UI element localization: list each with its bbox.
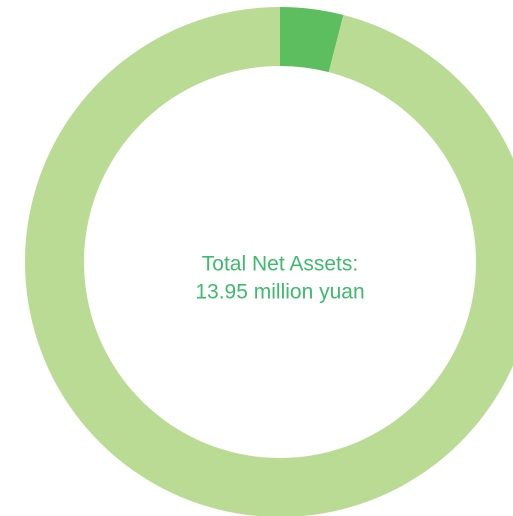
donut — [25, 7, 513, 516]
donut-slice — [280, 7, 344, 73]
center-label: Total Net Assets: — [202, 253, 358, 276]
center-label: 13.95 million yuan — [195, 281, 364, 304]
